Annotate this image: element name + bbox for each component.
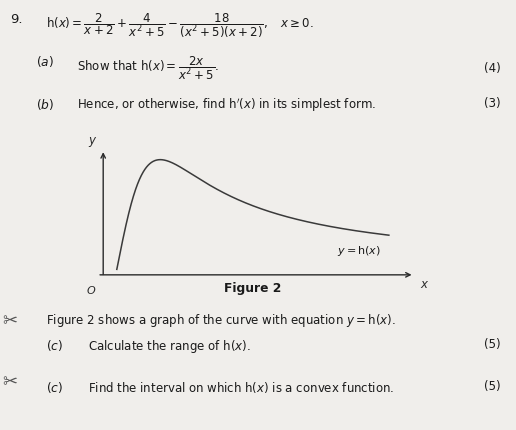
Text: Figure 2 shows a graph of the curve with equation $y = \mathrm{h}(x)$.: Figure 2 shows a graph of the curve with…	[46, 312, 396, 329]
Text: (5): (5)	[484, 379, 501, 392]
Text: $x$: $x$	[421, 277, 430, 290]
Text: $\mathrm{h}(x) = \dfrac{2}{x+2} + \dfrac{4}{x^2+5} - \dfrac{18}{(x^2+5)(x+2)},$ : $\mathrm{h}(x) = \dfrac{2}{x+2} + \dfrac…	[46, 11, 314, 40]
Text: Calculate the range of $\mathrm{h}(x)$.: Calculate the range of $\mathrm{h}(x)$.	[88, 338, 250, 354]
Text: (4): (4)	[484, 62, 501, 75]
Text: Hence, or otherwise, find $\mathrm{h}'(x)$ in its simplest form.: Hence, or otherwise, find $\mathrm{h}'(x…	[77, 97, 377, 114]
Text: $O$: $O$	[86, 284, 96, 295]
Text: (5): (5)	[484, 338, 501, 350]
Text: (3): (3)	[484, 97, 501, 110]
Text: $(c)$: $(c)$	[46, 338, 63, 353]
Text: $y = \mathrm{h}(x)$: $y = \mathrm{h}(x)$	[336, 243, 381, 258]
Text: $(a)$: $(a)$	[36, 54, 54, 69]
Text: ✂: ✂	[3, 312, 18, 330]
Text: Figure 2: Figure 2	[224, 282, 282, 295]
Text: Find the interval on which $\mathrm{h}(x)$ is a convex function.: Find the interval on which $\mathrm{h}(x…	[88, 379, 394, 394]
Text: $(b)$: $(b)$	[36, 97, 54, 112]
Text: 9.: 9.	[10, 13, 23, 26]
Text: $(c)$: $(c)$	[46, 379, 63, 394]
Text: $y$: $y$	[88, 135, 98, 149]
Text: ✂: ✂	[3, 372, 18, 390]
Text: Show that $\mathrm{h}(x) = \dfrac{2x}{x^2+5}.$: Show that $\mathrm{h}(x) = \dfrac{2x}{x^…	[77, 54, 219, 82]
